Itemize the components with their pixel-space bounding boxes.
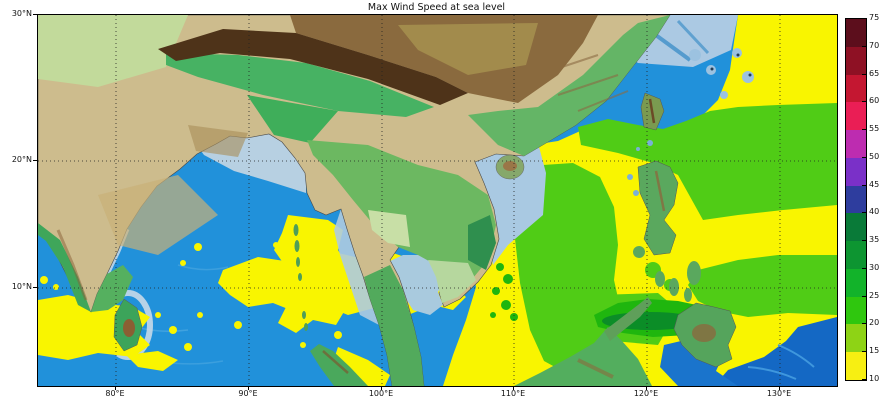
colorbar-segment — [846, 46, 866, 75]
map-canvas — [38, 15, 837, 386]
x-tick-mark — [115, 386, 116, 390]
colorbar-tick-label: 75 — [869, 13, 880, 22]
colorbar-segment — [846, 268, 866, 297]
colorbar-tick-mark — [862, 295, 866, 297]
colorbar-tick-mark — [862, 212, 866, 214]
colorbar-tick-mark — [862, 156, 866, 158]
colorbar-tick-mark — [862, 73, 866, 75]
colorbar-tick-label: 55 — [869, 124, 880, 134]
colorbar-tick-label: 45 — [869, 179, 880, 189]
colorbar-tick-label: 10 — [869, 374, 880, 383]
x-tick-mark — [248, 386, 249, 390]
colorbar-segment — [846, 352, 866, 380]
colorbar-tick-mark — [862, 18, 866, 19]
colorbar-tick-mark — [862, 129, 866, 131]
colorbar-tick-mark — [862, 379, 866, 380]
colorbar-tick-label: 25 — [869, 290, 880, 300]
himalaya-range — [158, 29, 468, 105]
colorbar-segment — [846, 157, 866, 186]
colorbar — [845, 18, 867, 381]
colorbar-tick-label: 20 — [869, 318, 880, 328]
x-tick-label: 100°E — [368, 389, 394, 398]
x-tick-mark — [646, 386, 647, 390]
colorbar-segment — [846, 130, 866, 158]
colorbar-tick-label: 35 — [869, 235, 880, 245]
colorbar-segment — [846, 19, 866, 47]
x-tick-label: 80°E — [105, 389, 125, 398]
colorbar-tick-label: 70 — [869, 40, 880, 50]
x-tick-label: 90°E — [238, 389, 258, 398]
colorbar-tick-mark — [862, 240, 866, 242]
colorbar-tick-label: 60 — [869, 96, 880, 106]
colorbar-segment — [846, 74, 866, 103]
colorbar-tick-label: 15 — [869, 346, 880, 356]
islands-group — [113, 92, 737, 386]
plot-title: Max Wind Speed at sea level — [367, 2, 506, 13]
colorbar-tick-label: 30 — [869, 262, 880, 272]
y-tick-mark — [33, 287, 37, 288]
colorbar-tick-mark — [862, 323, 866, 325]
y-tick-mark — [33, 160, 37, 161]
x-tick-mark — [381, 386, 382, 390]
colorbar-segment — [846, 296, 866, 325]
borneo — [514, 327, 652, 386]
colorbar-segment — [846, 241, 866, 269]
colorbar-tick-mark — [862, 101, 866, 103]
y-tick-label: 10°N — [11, 282, 32, 291]
colorbar-tick-mark — [862, 184, 866, 186]
luzon — [637, 160, 679, 256]
y-tick-label: 20°N — [11, 155, 32, 164]
colorbar-tick-label: 40 — [869, 207, 880, 217]
y-tick-label: 30°N — [11, 9, 32, 18]
andaman-nicobar-islands — [293, 224, 308, 331]
colorbar-tick-label: 50 — [869, 151, 880, 161]
map-axes — [37, 14, 838, 387]
wind-green-philippine-sea — [688, 255, 837, 317]
x-tick-label: 120°E — [633, 389, 659, 398]
x-tick-mark — [779, 386, 780, 390]
colorbar-segment — [846, 324, 866, 353]
land-group — [38, 15, 671, 386]
colorbar-tick-mark — [862, 267, 866, 269]
colorbar-segment — [846, 185, 866, 214]
colorbar-segment — [846, 213, 866, 242]
wind-green-pacific-band — [578, 103, 837, 220]
y-tick-mark — [33, 14, 37, 15]
x-tick-mark — [513, 386, 514, 390]
colorbar-tick-mark — [862, 351, 866, 353]
x-tick-label: 130°E — [766, 389, 792, 398]
palawan — [604, 297, 652, 341]
colorbar-segment — [846, 102, 866, 131]
x-tick-label: 110°E — [500, 389, 526, 398]
colorbar-tick-mark — [862, 45, 866, 47]
colorbar-tick-label: 65 — [869, 68, 880, 78]
wind-green-speckles-vietnam — [490, 263, 518, 321]
